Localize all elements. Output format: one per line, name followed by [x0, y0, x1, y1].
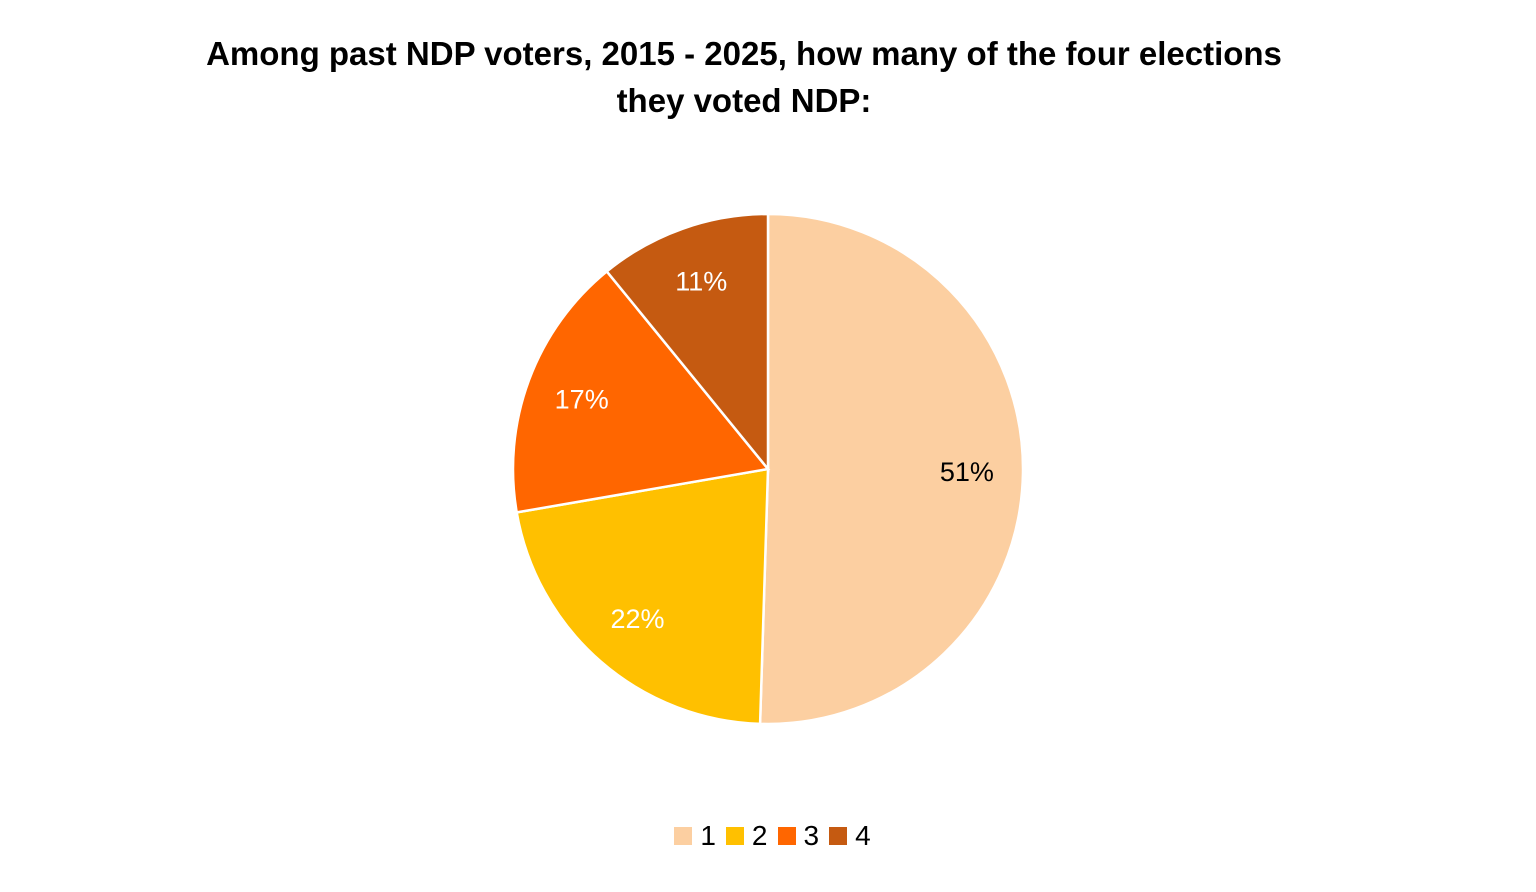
chart-title-line-2: they voted NDP: — [616, 82, 872, 119]
data-label-1: 51% — [940, 457, 994, 487]
legend-item-4: 4 — [829, 820, 871, 852]
legend-swatch-2 — [725, 827, 744, 845]
pie-slice-3 — [511, 269, 771, 514]
chart-title-line-1: Among past NDP voters, 2015 - 2025, how … — [206, 35, 1282, 72]
data-label-3: 17% — [555, 384, 609, 414]
legend-item-2: 2 — [725, 820, 768, 852]
legend-swatch-1 — [674, 827, 693, 845]
pie-slice-2 — [515, 467, 770, 726]
chart-title: Among past NDP voters, 2015 - 2025, how … — [0, 30, 1488, 124]
data-label-2: 22% — [611, 604, 665, 634]
data-label-4: 11% — [675, 267, 727, 297]
legend-item-1: 1 — [674, 820, 716, 852]
legend: 1 2 3 4 — [0, 820, 1536, 852]
legend-label-1: 1 — [700, 820, 716, 851]
pie-slice-1 — [758, 212, 1025, 726]
legend-label-3: 3 — [803, 820, 820, 851]
legend-label-4: 4 — [855, 820, 871, 851]
legend-item-3: 3 — [777, 820, 820, 852]
pie-slice-4 — [605, 212, 770, 473]
legend-swatch-3 — [777, 827, 796, 845]
legend-swatch-4 — [829, 827, 848, 845]
legend-label-2: 2 — [751, 820, 768, 851]
